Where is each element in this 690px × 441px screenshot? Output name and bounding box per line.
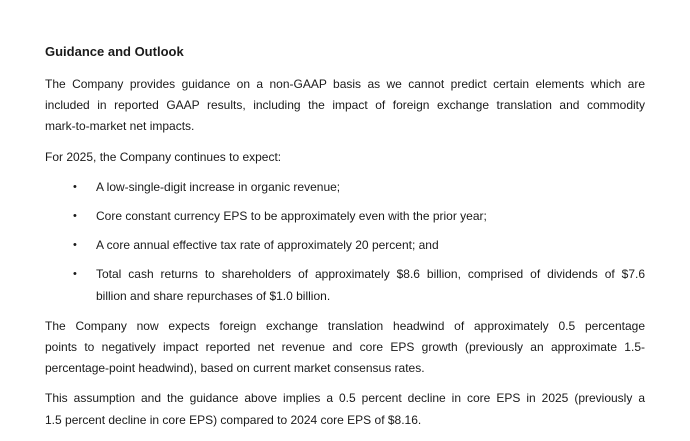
text-line: points to negatively impact reported net… — [45, 340, 645, 355]
text-line: included in reported GAAP results, inclu… — [45, 98, 645, 113]
bullet-marker: • — [73, 180, 77, 193]
paragraph-fx-headwind: The Company now expects foreign exchange… — [45, 316, 645, 380]
text-line: mark-to-market net impacts. — [45, 119, 195, 134]
bullet-marker: • — [73, 210, 77, 223]
paragraph-guidance-basis: The Company provides guidance on a non-G… — [45, 74, 645, 138]
list-item-text: A low-single-digit increase in organic r… — [96, 177, 645, 198]
bullet-marker: • — [73, 268, 77, 281]
bullet-marker: • — [73, 239, 77, 252]
text-line: A low-single-digit increase in organic r… — [96, 179, 341, 194]
list-item-text: A core annual effective tax rate of appr… — [96, 235, 645, 256]
list-item: • A core annual effective tax rate of ap… — [45, 235, 645, 256]
text-line: This assumption and the guidance above i… — [45, 391, 645, 406]
section-heading: Guidance and Outlook — [45, 44, 184, 59]
text-line: 1.5 percent decline in core EPS) compare… — [45, 412, 422, 427]
list-item-text: Total cash returns to shareholders of ap… — [96, 264, 645, 306]
text-line: A core annual effective tax rate of appr… — [96, 238, 439, 253]
text-line: billion and share repurchases of $1.0 bi… — [96, 288, 331, 303]
list-item: • A low-single-digit increase in organic… — [45, 177, 645, 198]
text-line: Core constant currency EPS to be approxi… — [96, 209, 487, 224]
bullet-list: • A low-single-digit increase in organic… — [45, 177, 645, 307]
paragraph-expectations-intro: For 2025, the Company continues to expec… — [45, 147, 645, 168]
text-line: Total cash returns to shareholders of ap… — [96, 267, 645, 282]
text-line: For 2025, the Company continues to expec… — [45, 149, 282, 164]
text-line: The Company provides guidance on a non-G… — [45, 77, 645, 91]
list-item: • Total cash returns to shareholders of … — [45, 264, 645, 306]
list-item: • Core constant currency EPS to be appro… — [45, 206, 645, 227]
paragraph-eps-assumption: This assumption and the guidance above i… — [45, 388, 645, 430]
text-line: percentage-point headwind), based on cur… — [45, 361, 425, 376]
text-line: The Company now expects foreign exchange… — [45, 318, 645, 333]
list-item-text: Core constant currency EPS to be approxi… — [96, 206, 645, 227]
